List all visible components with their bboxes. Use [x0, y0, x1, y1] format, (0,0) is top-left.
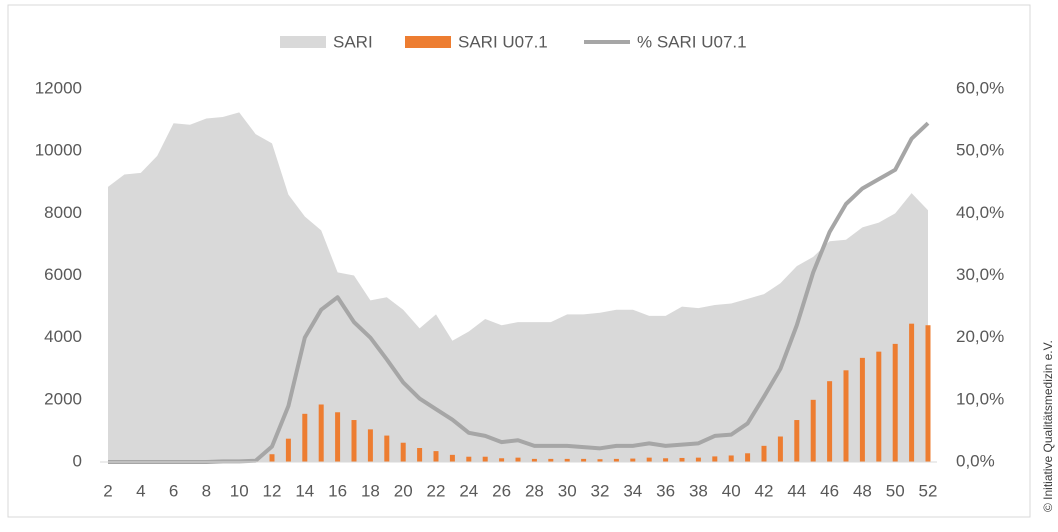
bar: [581, 458, 587, 462]
y-tick-label: 8000: [44, 203, 82, 222]
bar: [499, 458, 505, 462]
legend-swatch: [280, 36, 326, 48]
legend-label: SARI: [333, 32, 373, 51]
bar: [515, 457, 521, 462]
bar: [761, 445, 767, 462]
x-tick-label: 28: [525, 481, 544, 500]
bar: [548, 458, 554, 462]
y-tick-label: 4000: [44, 327, 82, 346]
bar: [564, 458, 570, 462]
bar: [400, 442, 406, 462]
bar: [613, 458, 619, 462]
bar: [433, 451, 439, 462]
line: [108, 121, 930, 464]
credit: © Initiative Qualitätsmedizin e.V.: [1041, 340, 1055, 512]
x-tick-label: 10: [230, 481, 249, 500]
y2-tick-label: 60,0%: [956, 78, 1004, 97]
bar: [859, 357, 865, 462]
bar: [597, 459, 603, 462]
bar: [777, 436, 783, 462]
y2-tick-label: 40,0%: [956, 203, 1004, 222]
bar: [843, 370, 849, 462]
x-tick-label: 52: [919, 481, 938, 500]
bar: [695, 457, 701, 462]
y-tick-label: 6000: [44, 265, 82, 284]
x-tick-label: 8: [202, 481, 211, 500]
bar: [269, 454, 275, 462]
x-tick-label: 32: [591, 481, 610, 500]
x-tick-label: 18: [361, 481, 380, 500]
x-tick-label: 30: [558, 481, 577, 500]
bar: [810, 399, 816, 462]
bar: [827, 381, 833, 462]
y2-tick-label: 20,0%: [956, 327, 1004, 346]
x-tick-label: 22: [427, 481, 446, 500]
x-tick-label: 48: [853, 481, 872, 500]
y-tick-label: 2000: [44, 389, 82, 408]
y-tick-label: 0: [73, 451, 82, 470]
bar: [302, 413, 308, 462]
bar: [367, 429, 373, 462]
x-tick-label: 6: [169, 481, 178, 500]
x-tick-label: 20: [394, 481, 413, 500]
x-tick-label: 14: [295, 481, 314, 500]
y2-tick-label: 10,0%: [956, 389, 1004, 408]
legend-swatch: [405, 36, 451, 48]
bar: [794, 420, 800, 462]
x-tick-label: 40: [722, 481, 741, 500]
bar: [892, 343, 898, 462]
x-tick-label: 12: [263, 481, 282, 500]
bar: [663, 458, 669, 462]
y2-tick-label: 50,0%: [956, 141, 1004, 160]
area: [108, 112, 928, 462]
x-tick-label: 38: [689, 481, 708, 500]
y2-tick-label: 30,0%: [956, 265, 1004, 284]
x-tick-label: 26: [492, 481, 511, 500]
bar: [909, 323, 915, 462]
bar: [630, 458, 636, 462]
x-tick-label: 34: [623, 481, 642, 500]
x-tick-label: 36: [656, 481, 675, 500]
bar: [712, 456, 718, 462]
bar: [417, 448, 423, 462]
x-tick-label: 16: [328, 481, 347, 500]
bar: [384, 435, 390, 462]
x-tick-label: 4: [136, 481, 145, 500]
x-tick-label: 24: [459, 481, 478, 500]
bar: [531, 458, 537, 462]
y-tick-label: 10000: [35, 141, 82, 160]
legend-label: % SARI U07.1: [637, 32, 747, 51]
bar: [466, 456, 472, 462]
bar: [335, 412, 341, 462]
x-tick-label: 44: [787, 481, 806, 500]
x-tick-label: 50: [886, 481, 905, 500]
bar: [449, 454, 455, 462]
y-tick-label: 12000: [35, 78, 82, 97]
bar: [728, 455, 734, 462]
x-tick-label: 42: [755, 481, 774, 500]
bar: [482, 456, 488, 462]
legend-label: SARI U07.1: [458, 32, 548, 51]
bar: [876, 351, 882, 462]
bar: [318, 404, 324, 462]
x-tick-label: 46: [820, 481, 839, 500]
bar: [745, 453, 751, 462]
y2-tick-label: 0,0%: [956, 451, 995, 470]
bar: [351, 420, 357, 462]
bar: [646, 457, 652, 462]
bar: [285, 438, 291, 462]
bar: [679, 457, 685, 462]
bar: [925, 325, 931, 462]
x-tick-label: 2: [103, 481, 112, 500]
